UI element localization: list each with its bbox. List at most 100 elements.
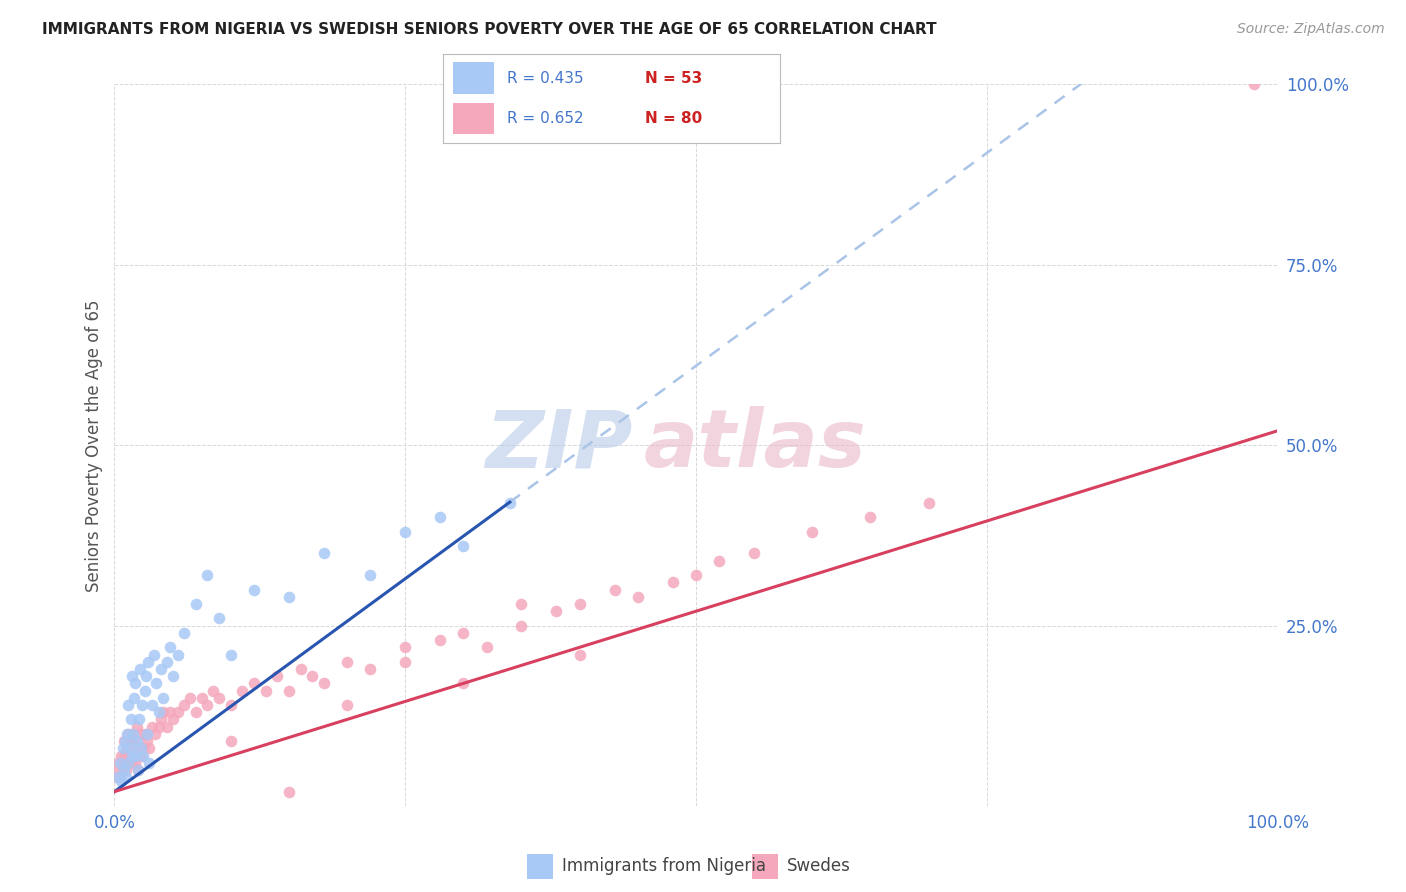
Point (742, 547, 765, 561)
Point (110, 756, 132, 770)
Point (117, 698, 139, 712)
Point (219, 698, 242, 712)
Point (243, 582, 266, 597)
Point (156, 655, 179, 669)
Point (266, 669, 288, 683)
Point (312, 547, 335, 561)
Point (134, 683, 156, 698)
Point (114, 748, 136, 763)
Y-axis label: Seniors Poverty Over the Age of 65: Seniors Poverty Over the Age of 65 (86, 299, 103, 591)
Point (110, 773, 132, 788)
Point (107, 756, 129, 770)
Point (122, 727, 145, 741)
Point (290, 662, 312, 676)
Point (453, 676, 475, 690)
Point (179, 690, 201, 705)
Point (162, 669, 184, 683)
Point (277, 683, 299, 698)
Point (118, 748, 141, 763)
Point (190, 690, 212, 705)
Point (131, 698, 153, 712)
Point (148, 705, 170, 719)
Point (149, 713, 172, 727)
Point (111, 763, 134, 777)
Point (129, 741, 152, 756)
Point (112, 756, 135, 770)
Point (394, 524, 416, 539)
Text: Source: ZipAtlas.com: Source: ZipAtlas.com (1237, 22, 1385, 37)
Point (1243, 78, 1265, 92)
Point (124, 756, 146, 770)
Text: Swedes: Swedes (787, 857, 851, 875)
Point (142, 648, 165, 662)
Point (167, 648, 190, 662)
Point (115, 763, 138, 777)
Point (336, 698, 359, 712)
Text: atlas: atlas (644, 406, 866, 484)
Point (661, 575, 683, 590)
Point (917, 496, 939, 510)
Point (118, 741, 141, 756)
Point (394, 640, 416, 655)
Point (277, 784, 299, 798)
Point (132, 748, 155, 763)
Point (128, 741, 150, 756)
Point (801, 524, 824, 539)
Point (159, 640, 181, 655)
Text: N = 80: N = 80 (645, 111, 703, 126)
Point (510, 618, 533, 632)
Point (136, 655, 159, 669)
Point (162, 713, 184, 727)
Point (115, 741, 138, 756)
Point (122, 748, 145, 763)
Text: R = 0.652: R = 0.652 (508, 111, 583, 126)
Point (167, 705, 190, 719)
Point (208, 611, 231, 625)
Point (546, 604, 568, 618)
Point (143, 727, 166, 741)
Point (197, 698, 219, 712)
Point (429, 510, 451, 524)
Point (135, 669, 157, 683)
Point (127, 763, 149, 777)
Point (231, 683, 253, 698)
Point (208, 690, 231, 705)
Point (254, 683, 277, 698)
Point (136, 727, 159, 741)
Point (510, 597, 533, 611)
Point (603, 582, 626, 597)
Point (125, 734, 148, 748)
Text: R = 0.435: R = 0.435 (508, 70, 583, 86)
Point (359, 568, 381, 582)
Text: N = 53: N = 53 (645, 70, 703, 86)
Point (129, 748, 152, 763)
Point (121, 748, 143, 763)
Point (453, 539, 475, 553)
Point (136, 734, 159, 748)
Point (111, 741, 134, 756)
Point (301, 669, 323, 683)
Point (134, 727, 156, 741)
FancyBboxPatch shape (453, 62, 494, 94)
Point (112, 763, 135, 777)
Point (120, 713, 142, 727)
Point (429, 633, 451, 648)
Point (197, 568, 219, 582)
Point (149, 662, 172, 676)
Point (125, 720, 148, 734)
Point (129, 662, 152, 676)
Point (105, 770, 128, 784)
Text: Immigrants from Nigeria: Immigrants from Nigeria (562, 857, 766, 875)
Point (122, 734, 145, 748)
Point (110, 748, 132, 763)
Point (145, 676, 167, 690)
Point (568, 597, 591, 611)
Point (121, 669, 143, 683)
Point (243, 676, 266, 690)
Point (120, 734, 142, 748)
Point (152, 705, 174, 719)
Text: ZIP: ZIP (485, 406, 631, 484)
Point (117, 756, 139, 770)
Point (107, 770, 129, 784)
Point (627, 590, 650, 604)
